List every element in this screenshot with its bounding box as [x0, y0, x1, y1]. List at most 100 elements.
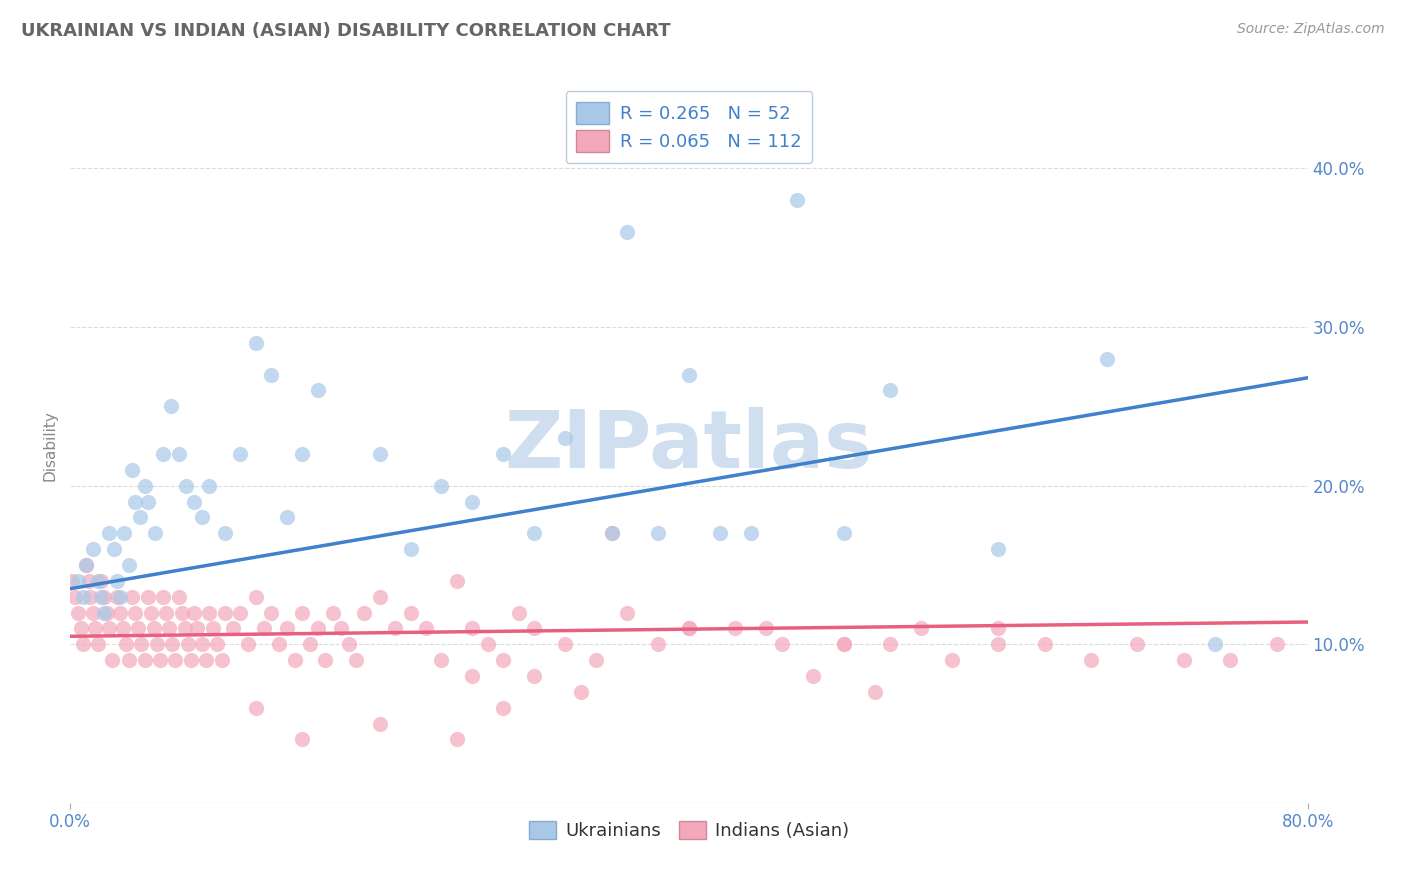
Point: [160, 400, 183, 414]
Point: [941, 653, 963, 667]
Point: [492, 447, 515, 461]
Point: [678, 621, 700, 635]
Point: [740, 526, 762, 541]
Point: [195, 653, 218, 667]
Point: [121, 463, 143, 477]
Point: [90, 574, 112, 588]
Point: [253, 621, 276, 635]
Point: [368, 447, 391, 461]
Point: [191, 637, 214, 651]
Point: [124, 606, 146, 620]
Point: [115, 637, 138, 651]
Point: [430, 653, 453, 667]
Point: [214, 606, 236, 620]
Point: [134, 653, 156, 667]
Point: [523, 621, 546, 635]
Point: [105, 590, 128, 604]
Point: [149, 653, 172, 667]
Point: [492, 653, 515, 667]
Point: [207, 637, 229, 651]
Text: UKRAINIAN VS INDIAN (ASIAN) DISABILITY CORRELATION CHART: UKRAINIAN VS INDIAN (ASIAN) DISABILITY C…: [21, 22, 671, 40]
Point: [167, 447, 190, 461]
Point: [415, 621, 437, 635]
Point: [399, 606, 422, 620]
Point: [72, 590, 94, 604]
Point: [399, 542, 422, 557]
Point: [523, 669, 546, 683]
Point: [384, 621, 406, 635]
Point: [75, 558, 97, 572]
Point: [461, 621, 484, 635]
Point: [492, 700, 515, 714]
Point: [129, 510, 152, 524]
Point: [446, 574, 468, 588]
Point: [315, 653, 337, 667]
Point: [284, 653, 307, 667]
Point: [508, 606, 530, 620]
Point: [554, 431, 576, 445]
Point: [269, 637, 291, 651]
Point: [291, 447, 314, 461]
Point: [1080, 653, 1102, 667]
Point: [353, 606, 375, 620]
Point: [211, 653, 233, 667]
Point: [167, 590, 190, 604]
Point: [214, 526, 236, 541]
Point: [569, 685, 592, 699]
Point: [152, 447, 174, 461]
Point: [832, 637, 855, 651]
Point: [229, 447, 252, 461]
Point: [616, 606, 638, 620]
Point: [114, 526, 135, 541]
Point: [647, 526, 669, 541]
Text: Source: ZipAtlas.com: Source: ZipAtlas.com: [1237, 22, 1385, 37]
Point: [87, 574, 110, 588]
Point: [93, 590, 115, 604]
Point: [554, 637, 576, 651]
Point: [461, 494, 484, 508]
Point: [647, 637, 669, 651]
Point: [786, 193, 808, 207]
Point: [75, 558, 97, 572]
Point: [307, 384, 329, 398]
Point: [291, 732, 314, 747]
Point: [72, 637, 94, 651]
Point: [174, 478, 197, 492]
Point: [446, 732, 468, 747]
Legend: Ukrainians, Indians (Asian): Ukrainians, Indians (Asian): [522, 814, 856, 847]
Point: [198, 606, 221, 620]
Point: [67, 574, 90, 588]
Point: [801, 669, 824, 683]
Point: [131, 637, 153, 651]
Point: [183, 606, 205, 620]
Point: [1265, 637, 1288, 651]
Point: [987, 637, 1010, 651]
Point: [84, 621, 107, 635]
Point: [1204, 637, 1226, 651]
Point: [146, 637, 169, 651]
Point: [177, 637, 200, 651]
Point: [477, 637, 499, 651]
Point: [832, 637, 855, 651]
Point: [1173, 653, 1195, 667]
Point: [238, 637, 260, 651]
Point: [173, 621, 195, 635]
Point: [1095, 351, 1118, 366]
Point: [1033, 637, 1056, 651]
Point: [162, 637, 184, 651]
Point: [770, 637, 793, 651]
Point: [616, 225, 638, 239]
Point: [299, 637, 322, 651]
Point: [70, 621, 93, 635]
Point: [87, 637, 110, 651]
Point: [155, 606, 177, 620]
Point: [170, 606, 193, 620]
Point: [60, 574, 83, 588]
Point: [121, 590, 143, 604]
Point: [430, 478, 453, 492]
Point: [101, 653, 124, 667]
Point: [98, 526, 120, 541]
Point: [600, 526, 623, 541]
Point: [291, 606, 314, 620]
Point: [585, 653, 607, 667]
